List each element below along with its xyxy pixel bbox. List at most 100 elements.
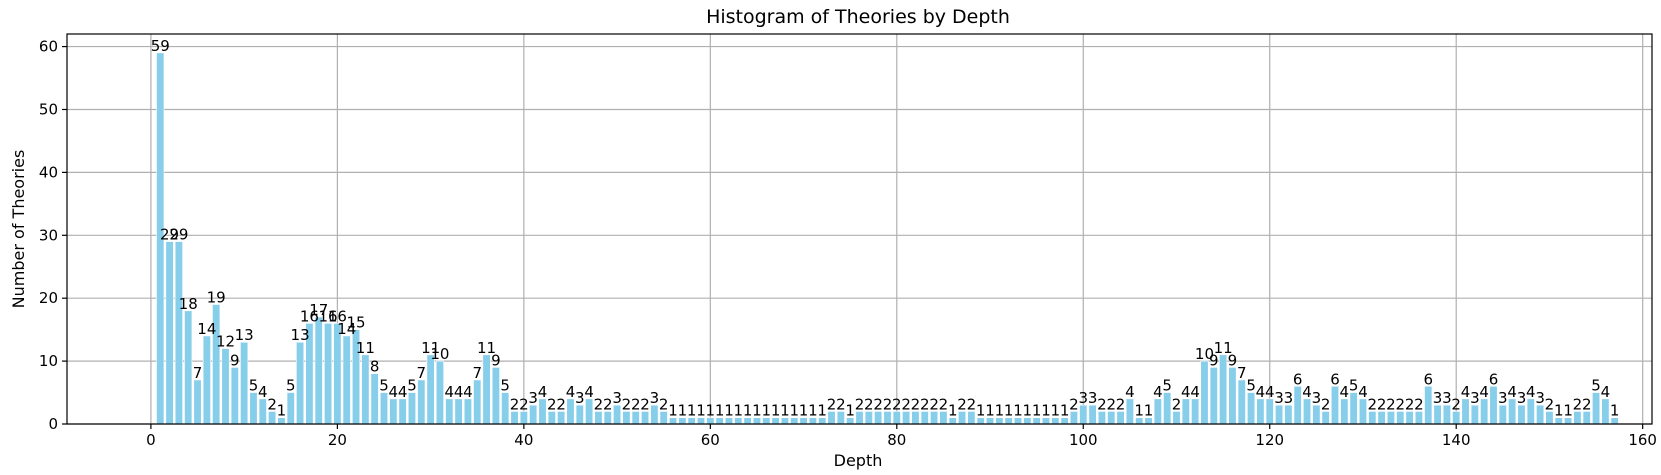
bar-value-label: 4 [1507,383,1517,401]
x-axis-ticks: 0 20 40 60 80 100 120 140 160 [146,424,1657,449]
bar-value-label: 4 [1526,383,1536,401]
bar-value-label: 9 [1228,351,1238,369]
bar-value-label: 3 [1312,389,1322,407]
bar-value-label: 4 [566,383,576,401]
bar-value-label: 29 [169,226,188,244]
bar-value-label: 6 [1489,370,1499,388]
bar-value-label: 2 [873,395,883,413]
bar [333,323,342,425]
bar-value-label: 4 [1265,383,1275,401]
bar-value-label: 3 [1274,389,1284,407]
bar-value-label: 3 [650,389,660,407]
grid-lines [67,34,1652,425]
bar-value-label: 4 [463,383,473,401]
bar-value-label: 7 [1237,364,1247,382]
bar-value-label: 17 [309,301,328,319]
bar-value-label: 1 [771,402,781,420]
x-tick-label: 20 [328,431,347,449]
bar-value-label: 5 [1349,377,1359,395]
bar-value-label: 8 [370,358,380,376]
bar-value-label: 2 [556,395,566,413]
bar [342,335,351,425]
bar-value-label: 9 [1209,351,1219,369]
bar [1480,398,1489,425]
bar-value-label: 3 [575,389,585,407]
bar-value-label: 5 [1246,377,1256,395]
bar [361,354,370,425]
bar-value-label: 1 [724,402,734,420]
bar-value-label: 29 [160,226,179,244]
bar-value-label: 2 [967,395,977,413]
bar-value-label: 1 [845,402,855,420]
bar [1284,404,1293,425]
bar-value-label: 10 [430,345,449,363]
bar-value-label: 1 [1134,402,1144,420]
bar-value-label: 1 [706,402,716,420]
bar [1200,360,1209,425]
bar-value-label: 2 [1172,395,1182,413]
bar-value-label: 4 [1190,383,1200,401]
bar [1358,398,1368,425]
x-tick-label: 0 [146,431,156,449]
bar [1508,398,1517,425]
bar-value-label: 2 [547,395,557,413]
bar-value-label: 3 [1535,389,1545,407]
bar-value-label: 4 [389,383,399,401]
bar-value-label: 1 [789,402,799,420]
bar-value-label: 4 [1601,383,1611,401]
bar-value-label: 16 [300,307,319,325]
bar [398,398,407,425]
bar-value-label: 12 [216,333,235,351]
bar [258,398,267,425]
bar-value-label: 2 [1321,395,1331,413]
bar-value-label: 3 [1284,389,1294,407]
bar-value-label: 1 [1004,402,1014,420]
bar [575,404,584,425]
bar-value-label: 5 [286,377,296,395]
bar-value-label: 4 [1479,383,1489,401]
x-tick-label: 60 [701,431,720,449]
bar [613,404,622,425]
bar-value-label: 2 [1395,395,1405,413]
bar-value-label: 11 [421,339,440,357]
bar [202,335,211,425]
bar-value-label: 2 [622,395,632,413]
bar-value-label: 2 [1116,395,1126,413]
bar-value-label: 5 [379,377,389,395]
bar-value-label: 4 [538,383,548,401]
bar-value-label: 1 [1051,402,1061,420]
bar-value-label: 3 [1088,389,1098,407]
bar-value-label: 2 [901,395,911,413]
bar [538,398,547,425]
bar [296,341,305,425]
y-axis-label: Number of Theories [9,150,28,309]
y-tick-label: 50 [39,100,58,118]
bar [1349,392,1358,425]
bar-value-label: 15 [346,314,365,332]
bar [165,241,174,425]
bar-value-label: 2 [864,395,874,413]
bar [566,398,575,425]
bar-value-label: 4 [1302,383,1312,401]
bar-value-label: 3 [1433,389,1443,407]
bar-value-label: 1 [696,402,706,420]
bar-value-label: 2 [1545,395,1555,413]
y-tick-label: 0 [48,415,58,433]
bar-value-label: 7 [193,364,203,382]
bar-value-label: 1 [1023,402,1033,420]
bar [1498,404,1507,425]
bar-value-label: 7 [417,364,427,382]
bar-value-label: 2 [519,395,529,413]
bar [1228,367,1237,425]
bar [1592,392,1601,425]
x-tick-label: 140 [1442,431,1471,449]
bar-value-label: 14 [197,320,216,338]
bar-value-label: 1 [1060,402,1070,420]
bar-value-label: 2 [1405,395,1415,413]
bar [1237,379,1246,425]
bar-value-label: 4 [1125,383,1135,401]
bar-value-label: 4 [398,383,408,401]
x-axis-label: Depth [834,451,883,470]
bar-value-label: 1 [808,402,818,420]
